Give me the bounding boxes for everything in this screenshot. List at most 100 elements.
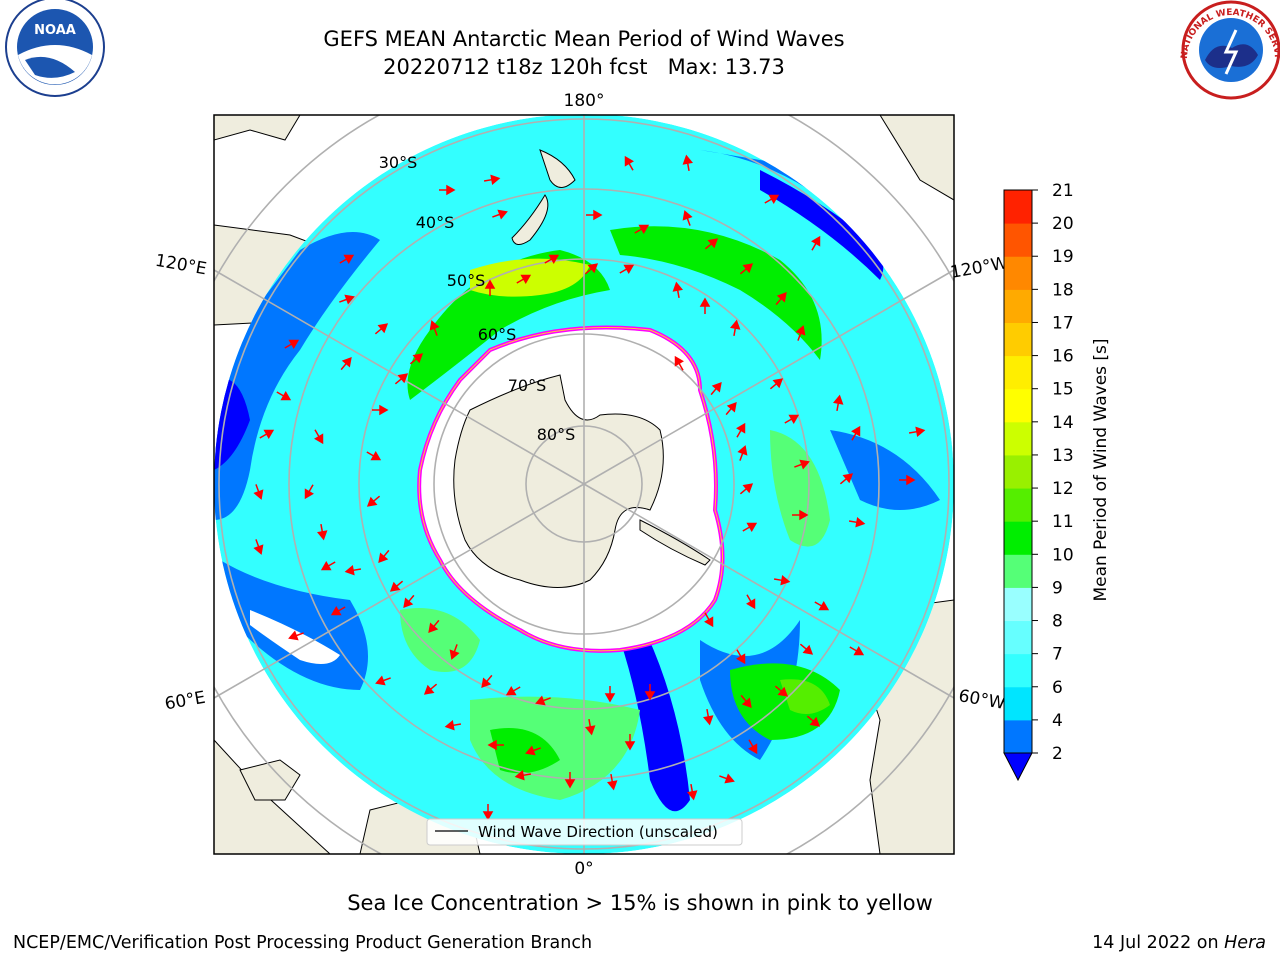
wave-arrow bbox=[773, 575, 791, 586]
wave-arrow bbox=[253, 484, 264, 500]
wave-arrow bbox=[725, 401, 737, 416]
noaa-logo-text: NOAA bbox=[34, 23, 76, 38]
noaa-logo: NOAA bbox=[5, 0, 105, 97]
wave-arrow bbox=[833, 394, 844, 412]
wave-arrow bbox=[740, 694, 752, 709]
wave-arrow bbox=[378, 549, 390, 564]
lon-label-right-upper: 120°W bbox=[949, 253, 1010, 283]
wave-arrow bbox=[737, 445, 748, 461]
lon-label-left-lower: 60°E bbox=[163, 688, 207, 715]
wave-arrow bbox=[487, 739, 504, 751]
wave-arrow bbox=[644, 684, 656, 701]
wave-arrow bbox=[439, 184, 456, 196]
wave-arrow bbox=[682, 210, 693, 226]
wave-arrow bbox=[525, 745, 541, 756]
wave-arrow bbox=[304, 484, 314, 500]
colorbar-tick-label: 2 bbox=[1052, 744, 1063, 764]
lat-label-80s: 80°S bbox=[537, 425, 576, 444]
antarctica bbox=[453, 374, 711, 588]
wave-arrow bbox=[483, 174, 501, 185]
wave-arrow bbox=[339, 294, 355, 305]
wave-arrow bbox=[505, 686, 521, 696]
wave-arrow bbox=[514, 770, 532, 781]
wave-arrow bbox=[423, 683, 438, 695]
colorbar-tick-label: 12 bbox=[1052, 479, 1074, 499]
wave-arrow bbox=[799, 643, 814, 655]
footer-date: 14 Jul 2022 on Hera bbox=[1092, 933, 1266, 953]
colorbar-tick-label: 6 bbox=[1052, 678, 1063, 698]
wave-arrow bbox=[449, 644, 460, 660]
colorbar-segment bbox=[1004, 653, 1032, 688]
chart-subtitle: 20220712 t18z 120h fcst Max: 13.73 bbox=[383, 55, 785, 79]
wave-arrow bbox=[276, 391, 292, 401]
wave-arrow bbox=[792, 509, 809, 521]
colorbar-tick-label: 8 bbox=[1052, 612, 1063, 632]
wave-arrow bbox=[586, 209, 603, 221]
colorbar-segment bbox=[1004, 289, 1032, 323]
colorbar-segment bbox=[1004, 190, 1032, 224]
colorbar-tick-label: 14 bbox=[1052, 413, 1074, 433]
lon-label-right-lower: 60°W bbox=[957, 686, 1007, 714]
lat-label-70s: 70°S bbox=[508, 376, 547, 395]
wave-arrow bbox=[775, 291, 787, 306]
wave-arrow bbox=[253, 539, 264, 555]
wave-arrow bbox=[409, 353, 424, 365]
colorbar-segment bbox=[1004, 488, 1032, 522]
wave-arrow bbox=[739, 263, 754, 275]
colorbar-tick-label: 10 bbox=[1052, 545, 1074, 565]
wave-arrow bbox=[736, 422, 746, 438]
wave-arrow bbox=[585, 718, 596, 736]
colorbar-segment bbox=[1004, 322, 1032, 357]
wave-arrow bbox=[607, 773, 618, 791]
wave-arrow bbox=[389, 580, 404, 592]
footer-machine: Hera bbox=[1224, 933, 1266, 953]
wave-arrow bbox=[704, 238, 719, 250]
wave-arrow bbox=[366, 495, 381, 507]
wave-arrow bbox=[584, 263, 599, 275]
wave-arrow bbox=[742, 522, 758, 532]
wave-arrow bbox=[848, 517, 866, 528]
wave-arrow bbox=[764, 194, 780, 204]
colorbar-tick-label: 7 bbox=[1052, 645, 1063, 665]
colorbar-ticks: 2 4 6 7 8 9 10 11 12 13 14 15 16 17 18 19 20 21 bbox=[1032, 181, 1074, 764]
colorbar-segment bbox=[1004, 454, 1032, 489]
wave-arrow bbox=[849, 646, 865, 656]
wave-arrow bbox=[672, 281, 683, 299]
colorbar-tick-label: 21 bbox=[1052, 181, 1074, 201]
wave-arrow bbox=[374, 323, 389, 335]
colorbar-tick-label: 16 bbox=[1052, 347, 1074, 367]
colorbar-tick-label: 4 bbox=[1052, 711, 1063, 731]
wave-arrow bbox=[795, 325, 806, 341]
colorbar-segment bbox=[1004, 620, 1032, 655]
wave-arrow bbox=[284, 339, 300, 349]
new-zealand bbox=[511, 149, 576, 245]
wave-arrow bbox=[899, 474, 916, 486]
wave-arrow bbox=[516, 274, 532, 284]
wave-arrow bbox=[730, 319, 741, 337]
colorbar-tick-label: 19 bbox=[1052, 247, 1074, 267]
wave-arrow bbox=[851, 425, 861, 441]
colorbar-segment bbox=[1004, 421, 1032, 456]
wave-arrow bbox=[481, 674, 493, 689]
wave-arrow bbox=[682, 154, 693, 172]
lon-label-bottom: 0° bbox=[574, 859, 593, 879]
colorbar-segment bbox=[1004, 256, 1032, 290]
map-legend: Wind Wave Direction (unscaled) bbox=[426, 818, 743, 846]
map-frame-border bbox=[213, 114, 955, 855]
wave-arrow bbox=[748, 739, 758, 755]
wave-arrow bbox=[784, 414, 800, 424]
wave-arrow bbox=[366, 451, 382, 461]
graticule bbox=[213, 115, 955, 854]
wave-arrow bbox=[339, 254, 355, 264]
footer-date-prefix: 14 Jul 2022 on bbox=[1092, 933, 1225, 953]
wave-arrow bbox=[564, 772, 576, 789]
wave-arrow bbox=[482, 804, 494, 821]
wave-arrow bbox=[340, 356, 352, 371]
sea-ice-caption: Sea Ice Concentration > 15% is shown in … bbox=[347, 891, 933, 915]
colorbar-tick-label: 11 bbox=[1052, 512, 1074, 532]
wave-arrow bbox=[739, 483, 754, 495]
wave-arrow bbox=[429, 320, 440, 336]
wave-arrow bbox=[375, 675, 391, 686]
colorbar: 2 4 6 7 8 9 10 11 12 13 14 15 16 17 18 19 20 21 Mean Peri… bbox=[1003, 181, 1111, 782]
